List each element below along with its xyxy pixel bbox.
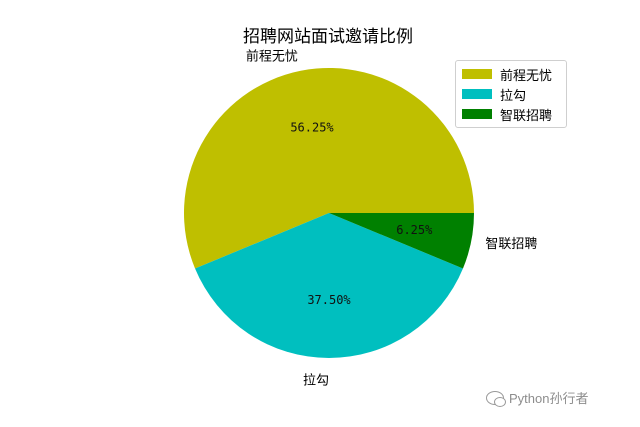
pie-category-label: 前程无忧 xyxy=(246,49,298,65)
pie-category-label: 智联招聘 xyxy=(485,237,537,252)
pie-slice-qianchengwuyou xyxy=(184,68,474,269)
pie-slice-lagou xyxy=(195,213,463,358)
legend-swatch xyxy=(462,109,492,119)
legend-swatch xyxy=(462,69,492,79)
legend-entry-zhilianzhaopin: 智联招聘 xyxy=(462,104,560,124)
legend-label: 前程无忧 xyxy=(500,68,553,84)
legend-label: 拉勾 xyxy=(500,88,527,104)
pie-category-label: 拉勾 xyxy=(303,374,329,389)
watermark-text: Python孙行者 xyxy=(509,391,589,406)
pie-percent-label: 56.25% xyxy=(290,121,334,135)
legend-entry-lagou: 拉勾 xyxy=(462,84,560,104)
legend-entry-qianchengwuyou: 前程无忧 xyxy=(462,64,560,84)
pie-percent-label: 6.25% xyxy=(396,223,433,237)
pie-percent-label: 37.50% xyxy=(307,293,351,307)
wechat-icon xyxy=(486,390,506,407)
legend-swatch xyxy=(462,89,492,99)
watermark: Python孙行者 xyxy=(486,388,588,407)
legend-label: 智联招聘 xyxy=(500,108,553,124)
chart-legend: 前程无忧 拉勾 智联招聘 xyxy=(455,60,567,128)
chart-title: 招聘网站面试邀请比例 xyxy=(243,27,413,47)
pie-slice-zhilianzhaopin xyxy=(329,213,474,269)
